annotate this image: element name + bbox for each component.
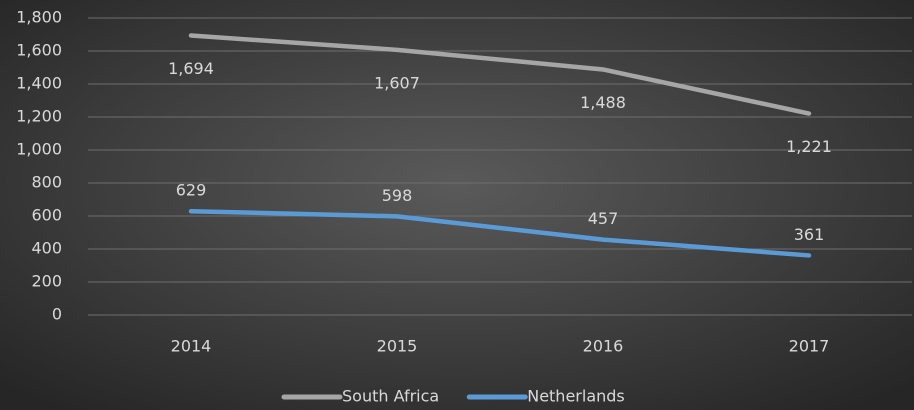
y-tick-label: 1,000 [16, 140, 62, 159]
data-label: 598 [382, 186, 413, 205]
y-tick-label: 200 [31, 272, 62, 291]
x-tick-label: 2014 [171, 337, 212, 356]
y-tick-label: 0 [52, 305, 62, 324]
x-tick-label: 2015 [377, 337, 418, 356]
series-line [188, 33, 812, 116]
y-tick-label: 1,800 [16, 8, 62, 27]
y-tick-label: 400 [31, 239, 62, 258]
series-line [188, 208, 812, 258]
data-label: 1,221 [786, 137, 832, 156]
data-label: 1,694 [168, 59, 214, 78]
data-label: 361 [794, 225, 825, 244]
y-tick-label: 1,400 [16, 74, 62, 93]
data-label: 629 [176, 181, 207, 200]
y-tick-label: 800 [31, 173, 62, 192]
y-tick-label: 600 [31, 206, 62, 225]
data-label: 457 [588, 209, 619, 228]
x-tick-label: 2016 [583, 337, 624, 356]
x-tick-label: 2017 [789, 337, 830, 356]
data-label: 1,607 [374, 73, 420, 92]
data-label: 1,488 [580, 93, 626, 112]
legend-label: Netherlands [527, 387, 625, 406]
legend-label: South Africa [342, 387, 439, 406]
y-tick-label: 1,200 [16, 107, 62, 126]
y-tick-label: 1,600 [16, 41, 62, 60]
